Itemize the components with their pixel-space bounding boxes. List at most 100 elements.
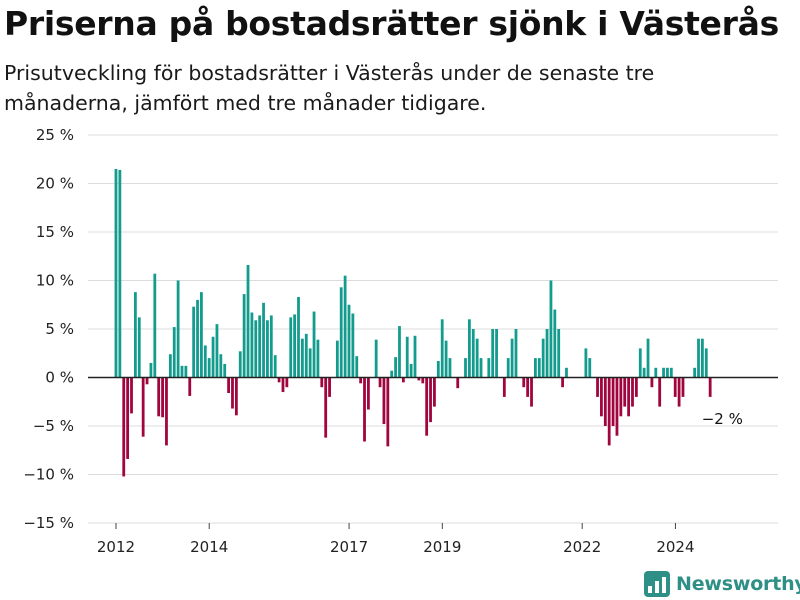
bar [324, 377, 328, 438]
bar [262, 302, 265, 378]
bar [328, 377, 331, 397]
bar [413, 335, 417, 378]
bar [433, 377, 436, 407]
bar [316, 339, 320, 378]
bar [145, 377, 149, 385]
y-tick-label: 5 % [45, 320, 74, 338]
bar [176, 280, 180, 378]
bar [646, 338, 650, 378]
bar [522, 377, 526, 388]
chart-title: Priserna på bostadsrätter sjönk i Väster… [4, 4, 779, 43]
bar [200, 292, 203, 378]
bar [203, 345, 207, 378]
bar [168, 354, 172, 378]
x-tick-label: 2022 [563, 538, 601, 556]
bar [425, 377, 429, 436]
bar [184, 365, 188, 378]
bar [673, 377, 677, 397]
bar [526, 377, 530, 397]
bar [238, 351, 242, 378]
bar [297, 296, 300, 378]
bar [157, 377, 161, 417]
bar [658, 377, 662, 407]
bar [588, 358, 592, 378]
bar [141, 377, 145, 437]
bar [390, 370, 394, 378]
bar [693, 367, 697, 378]
bar [545, 329, 549, 378]
bar [708, 377, 712, 397]
bar [467, 319, 471, 378]
bar [623, 377, 627, 407]
x-tick-label: 2014 [190, 538, 228, 556]
bar [215, 324, 219, 378]
bar [300, 338, 304, 378]
y-tick-label: 20 % [36, 175, 74, 193]
bar [634, 377, 638, 397]
bar [537, 358, 541, 378]
bar [149, 362, 153, 378]
y-tick-label: 25 % [36, 126, 74, 144]
bar [631, 377, 634, 407]
bar [464, 358, 467, 378]
bar [378, 377, 382, 388]
bar [227, 377, 230, 394]
bar [479, 358, 483, 378]
bar [557, 329, 561, 378]
bar [506, 358, 510, 378]
y-tick-label: 0 % [45, 369, 74, 387]
bar [561, 377, 564, 388]
bar [565, 367, 568, 378]
bar [549, 280, 553, 378]
bar [153, 273, 157, 378]
brand-name: Newsworthy [676, 573, 800, 595]
bar [491, 329, 495, 378]
bar [137, 317, 141, 378]
bar [600, 377, 603, 417]
bar [343, 275, 347, 378]
bar [234, 377, 238, 416]
bar [293, 314, 297, 378]
bar [347, 304, 351, 378]
bar [122, 377, 126, 477]
bar [320, 377, 324, 388]
bar [584, 348, 588, 378]
x-tick-label: 2017 [330, 538, 368, 556]
bar [514, 329, 518, 378]
bar [281, 377, 285, 393]
bar [250, 312, 254, 378]
bar [611, 377, 615, 426]
annotations: −2 % [702, 410, 743, 428]
bar [308, 348, 312, 378]
bar [627, 377, 631, 417]
bar [374, 339, 378, 378]
bar [638, 348, 642, 378]
bar [118, 169, 122, 378]
bar [231, 377, 234, 409]
bar [211, 336, 215, 378]
bar [161, 377, 164, 418]
bar [363, 377, 366, 442]
bar [669, 367, 673, 378]
bar [130, 377, 133, 414]
brand-logo: Newsworthy [644, 568, 800, 600]
x-tick-label: 2024 [656, 538, 694, 556]
bar [207, 358, 211, 378]
bar [405, 336, 409, 378]
bar [355, 356, 359, 378]
bar [615, 377, 619, 436]
bar [440, 319, 444, 378]
bar [677, 377, 681, 407]
bar [223, 363, 227, 378]
y-tick-label: 10 % [36, 272, 74, 290]
bar [607, 377, 611, 446]
bar [541, 338, 545, 378]
bar [421, 377, 425, 384]
bar [417, 377, 421, 381]
x-axis-ticks: 2012 2014 2017 2019 2022 2024 [97, 523, 695, 556]
bar [133, 292, 137, 378]
y-axis-ticks: 25 % 20 % 15 % 10 % 5 % 0 % −5 % −10 % −15 % [23, 126, 74, 532]
bar [277, 377, 281, 383]
bar [269, 315, 273, 378]
bar [409, 363, 413, 378]
